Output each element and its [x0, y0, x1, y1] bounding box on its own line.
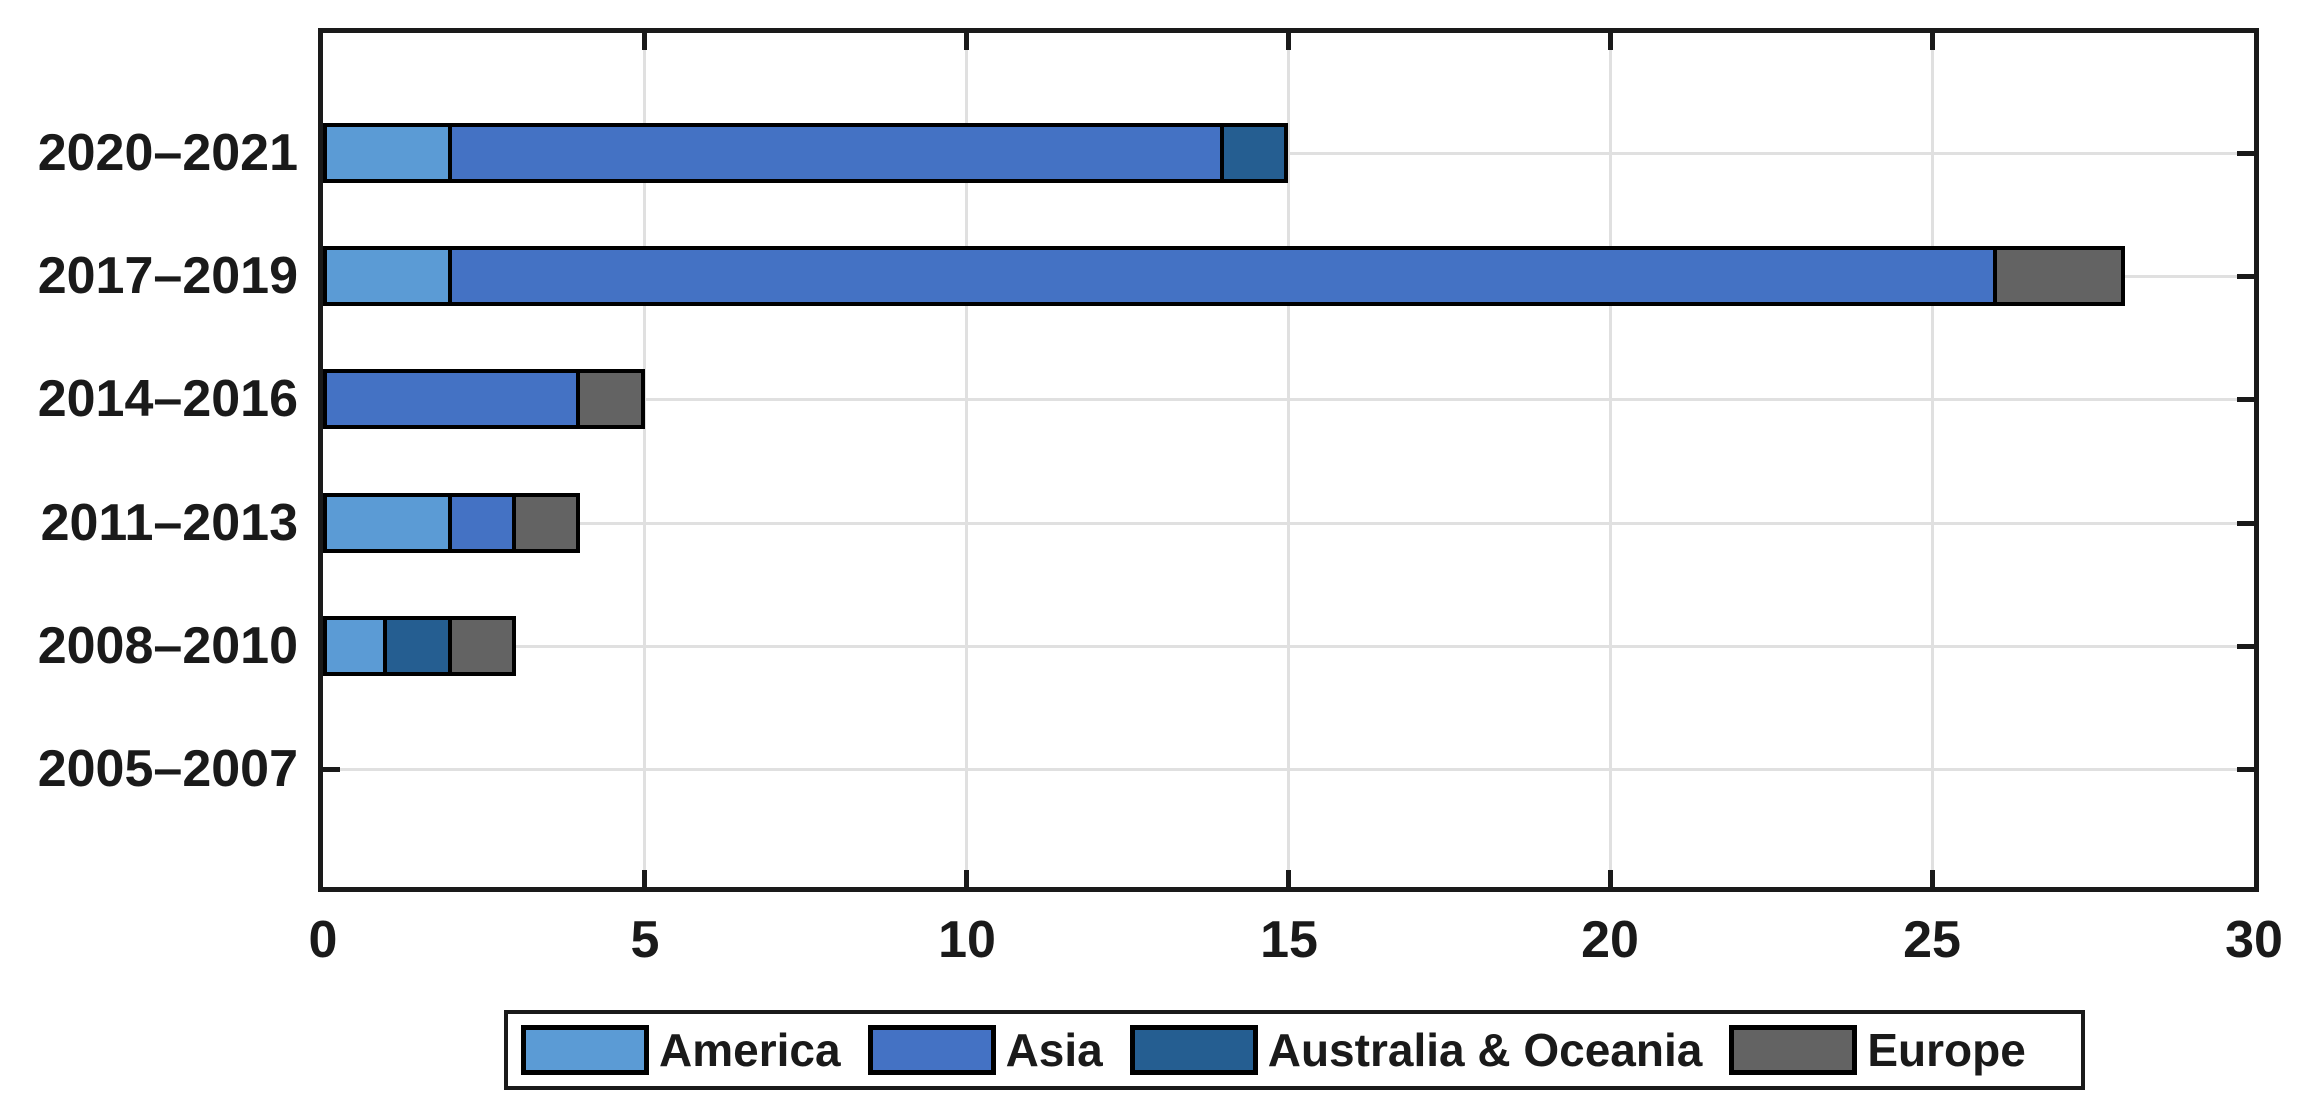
- x-axis-tick: [642, 870, 647, 887]
- legend-label: Asia: [1005, 1024, 1103, 1076]
- x-gridline: [643, 33, 646, 887]
- y-gridline: [323, 398, 2254, 401]
- y-tick-label: 2020–2021: [37, 124, 298, 182]
- legend-entry: America: [521, 1025, 841, 1075]
- x-axis-tick: [1930, 33, 1935, 50]
- bar-segment-europe: [1993, 246, 2125, 306]
- plot-inner: [323, 33, 2254, 887]
- legend-entry: Europe: [1729, 1024, 2026, 1076]
- y-tick-label: 2014–2016: [37, 370, 298, 428]
- bar-segment-america: [323, 493, 452, 553]
- x-tick-label: 15: [1260, 911, 1318, 969]
- y-tick-label: 2005–2007: [37, 740, 298, 798]
- bar-segment-asia: [448, 123, 1224, 183]
- legend: America Asia Australia & Oceania Europe: [504, 1010, 2085, 1090]
- bar-segment-asia: [448, 493, 516, 553]
- y-axis-tick: [323, 767, 340, 772]
- legend-entry: Australia & Oceania: [1129, 1024, 1703, 1076]
- x-axis-tick: [642, 33, 647, 50]
- bar-segment-europe: [512, 493, 580, 553]
- x-tick-label: 0: [308, 911, 338, 969]
- x-gridline: [1287, 33, 1290, 887]
- x-tick-label: 5: [630, 911, 660, 969]
- y-axis-tick: [2237, 767, 2254, 772]
- x-tick-label: 10: [938, 911, 996, 969]
- y-gridline: [323, 152, 2254, 155]
- bar-segment-america: [323, 246, 452, 306]
- x-axis-tick: [964, 33, 969, 50]
- y-gridline: [323, 645, 2254, 648]
- x-gridline: [1609, 33, 1612, 887]
- bar-segment-asia: [323, 369, 580, 429]
- x-axis-tick: [1286, 33, 1291, 50]
- x-axis-tick: [1930, 870, 1935, 887]
- x-axis-tick: [964, 870, 969, 887]
- legend-swatch-icon: [1729, 1025, 1858, 1075]
- x-axis-tick: [1608, 33, 1613, 50]
- bar-segment-australia-oceania: [383, 616, 452, 676]
- legend-swatch-icon: [1129, 1025, 1258, 1075]
- y-tick-label: 2008–2010: [37, 617, 298, 675]
- x-tick-label: 25: [1903, 911, 1961, 969]
- y-gridline: [323, 768, 2254, 771]
- y-axis-tick: [2237, 397, 2254, 402]
- y-tick-label: 2011–2013: [40, 494, 298, 552]
- y-tick-label: 2017–2019: [37, 247, 298, 305]
- bar-segment-australia-oceania: [1220, 123, 1288, 183]
- bar-segment-america: [323, 123, 452, 183]
- x-axis-tick: [1286, 870, 1291, 887]
- y-axis-tick: [2237, 274, 2254, 279]
- bar-segment-america: [323, 616, 387, 676]
- bar-segment-europe: [448, 616, 516, 676]
- legend-entry: Asia: [867, 1024, 1103, 1076]
- legend-label: Australia & Oceania: [1267, 1024, 1703, 1076]
- y-axis-tick: [2237, 521, 2254, 526]
- plot-area: [318, 28, 2259, 892]
- legend-swatch-icon: [521, 1025, 649, 1075]
- bar-segment-asia: [448, 246, 1997, 306]
- x-axis-tick: [1608, 870, 1613, 887]
- x-tick-label: 30: [2225, 911, 2283, 969]
- legend-label: Europe: [1867, 1024, 2026, 1076]
- y-gridline: [323, 522, 2254, 525]
- y-axis-tick: [2237, 644, 2254, 649]
- x-gridline: [1931, 33, 1934, 887]
- bar-segment-europe: [576, 369, 645, 429]
- legend-label: America: [659, 1024, 841, 1076]
- legend-swatch-icon: [867, 1025, 996, 1075]
- x-gridline: [965, 33, 968, 887]
- y-axis-tick: [2237, 151, 2254, 156]
- x-tick-label: 20: [1581, 911, 1639, 969]
